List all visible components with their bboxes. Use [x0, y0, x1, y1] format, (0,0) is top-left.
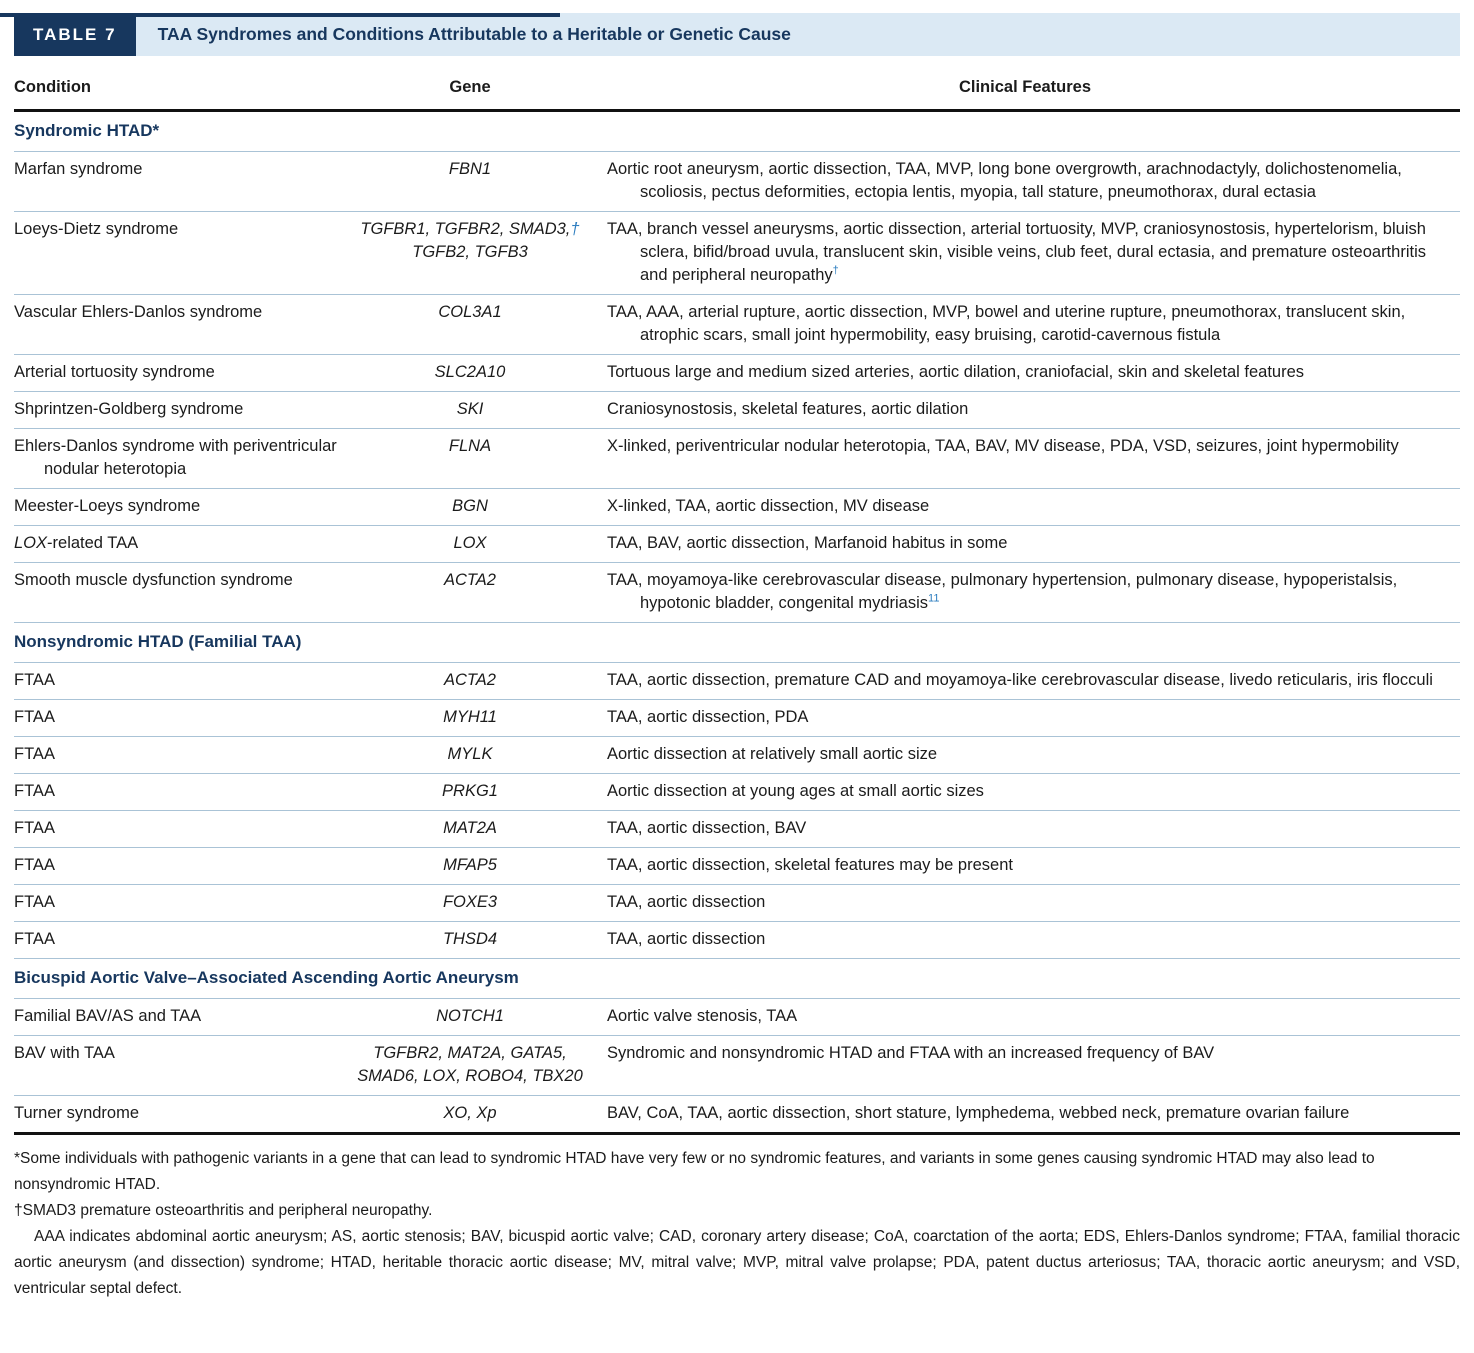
features-cell: TAA, moyamoya-like cerebrovascular disea…	[607, 571, 1398, 612]
features-cell: TAA, branch vessel aneurysms, aortic dis…	[607, 220, 1426, 284]
table-row: FTAA MYH11 TAA, aortic dissection, PDA	[14, 699, 1460, 736]
table-row: Shprintzen-Goldberg syndrome SKI Cranios…	[14, 391, 1460, 428]
condition-cell: Loeys-Dietz syndrome	[14, 220, 179, 238]
condition-cell: FTAA	[14, 893, 55, 911]
table-body: Syndromic HTAD* Marfan syndrome FBN1 Aor…	[14, 112, 1460, 1132]
gene-cell: MAT2A	[443, 819, 497, 837]
features-cell: Aortic dissection at relatively small ao…	[607, 745, 938, 763]
features-cell: TAA, aortic dissection	[607, 930, 766, 948]
condition-cell: Shprintzen-Goldberg syndrome	[14, 400, 244, 418]
table-row: Meester-Loeys syndrome BGN X-linked, TAA…	[14, 488, 1460, 525]
gene-cell: ACTA2	[444, 671, 496, 689]
table-title: TAA Syndromes and Conditions Attributabl…	[135, 13, 1460, 56]
footnote-star: *Some individuals with pathogenic varian…	[14, 1150, 1375, 1193]
footnotes: *Some individuals with pathogenic varian…	[14, 1135, 1460, 1302]
features-cell: TAA, aortic dissection	[607, 893, 766, 911]
features-cell: TAA, aortic dissection, BAV	[607, 819, 807, 837]
table-row: Turner syndrome XO, Xp BAV, CoA, TAA, ao…	[14, 1095, 1460, 1132]
gene-cell: SLC2A10	[434, 363, 506, 381]
condition-cell: FTAA	[14, 819, 55, 837]
condition-cell: Vascular Ehlers-Danlos syndrome	[14, 303, 263, 321]
condition-cell: FTAA	[14, 671, 55, 689]
features-cell: Aortic root aneurysm, aortic dissection,…	[607, 160, 1402, 201]
gene-cell: THSD4	[442, 930, 498, 948]
table-row: FTAA MAT2A TAA, aortic dissection, BAV	[14, 810, 1460, 847]
table-row: Vascular Ehlers-Danlos syndrome COL3A1 T…	[14, 294, 1460, 354]
gene-cell: ACTA2	[444, 571, 496, 589]
condition-cell: LOX-related TAA	[14, 534, 139, 552]
bottom-rule	[14, 1132, 1460, 1135]
condition-cell: Arterial tortuosity syndrome	[14, 363, 215, 381]
features-cell: Syndromic and nonsyndromic HTAD and FTAA…	[607, 1044, 1215, 1062]
condition-cell: FTAA	[14, 856, 55, 874]
condition-cell: FTAA	[14, 708, 55, 726]
gene-cell: TGFBR2, MAT2A, GATA5, SMAD6, LOX, ROBO4,…	[357, 1044, 583, 1085]
condition-cell: Smooth muscle dysfunction syndrome	[14, 571, 293, 589]
column-header-condition: Condition	[14, 78, 91, 96]
table-row: FTAA PRKG1 Aortic dissection at young ag…	[14, 773, 1460, 810]
gene-cell: FBN1	[448, 160, 492, 178]
section-heading: Syndromic HTAD*	[14, 121, 160, 140]
footnote-dagger: †SMAD3 premature osteoarthritis and peri…	[14, 1202, 433, 1219]
table-row: LOX-related TAA LOX TAA, BAV, aortic dis…	[14, 525, 1460, 562]
column-header-row: Condition Gene Clinical Features	[14, 56, 1460, 109]
gene-cell: MFAP5	[443, 856, 497, 874]
gene-cell: NOTCH1	[436, 1007, 504, 1025]
section-heading: Nonsyndromic HTAD (Familial TAA)	[14, 622, 1460, 662]
condition-cell: FTAA	[14, 745, 55, 763]
footnote-abbreviations: AAA indicates abdominal aortic aneurysm;…	[14, 1228, 1460, 1297]
condition-cell: Ehlers-Danlos syndrome with periventricu…	[14, 437, 337, 478]
features-cell: TAA, aortic dissection, skeletal feature…	[607, 856, 1013, 874]
table-row: FTAA ACTA2 TAA, aortic dissection, prema…	[14, 662, 1460, 699]
gene-cell: SKI	[456, 400, 484, 418]
table-row: FTAA MYLK Aortic dissection at relativel…	[14, 736, 1460, 773]
condition-cell: BAV with TAA	[14, 1044, 115, 1062]
features-cell: TAA, AAA, arterial rupture, aortic disse…	[607, 303, 1406, 344]
condition-cell: Marfan syndrome	[14, 160, 143, 178]
table-row: FTAA MFAP5 TAA, aortic dissection, skele…	[14, 847, 1460, 884]
features-cell: TAA, aortic dissection, premature CAD an…	[607, 671, 1433, 689]
gene-cell: MYH11	[443, 708, 497, 726]
table-row: Familial BAV/AS and TAA NOTCH1 Aortic va…	[14, 998, 1460, 1035]
gene-cell: XO, Xp	[443, 1104, 497, 1122]
gene-cell: BGN	[452, 497, 488, 515]
gene-cell: LOX	[453, 534, 487, 552]
section-heading: Bicuspid Aortic Valve–Associated Ascendi…	[14, 958, 1460, 998]
table-title-bar: TABLE 7 TAA Syndromes and Conditions Att…	[14, 13, 1460, 56]
gene-cell: PRKG1	[442, 782, 498, 800]
table-row: FTAA FOXE3 TAA, aortic dissection	[14, 884, 1460, 921]
condition-cell: Familial BAV/AS and TAA	[14, 1007, 202, 1025]
condition-cell: FTAA	[14, 782, 55, 800]
gene-cell: MYLK	[447, 745, 493, 763]
gene-cell: COL3A1	[438, 303, 502, 321]
header-rule	[14, 109, 1460, 112]
features-cell: BAV, CoA, TAA, aortic dissection, short …	[607, 1104, 1350, 1122]
table-row: Arterial tortuosity syndrome SLC2A10 Tor…	[14, 354, 1460, 391]
condition-cell: Meester-Loeys syndrome	[14, 497, 201, 515]
features-cell: Tortuous large and medium sized arteries…	[607, 363, 1305, 381]
gene-cell: FLNA	[448, 437, 492, 455]
table-row: Ehlers-Danlos syndrome with periventricu…	[14, 428, 1460, 488]
table-label: TABLE 7	[14, 13, 136, 56]
table-page: TABLE 7 TAA Syndromes and Conditions Att…	[0, 13, 1474, 1353]
gene-cell: TGFBR1, TGFBR2, SMAD3,† TGFB2, TGFB3	[360, 220, 580, 261]
features-cell: Aortic dissection at young ages at small…	[607, 782, 984, 800]
table-row: Loeys-Dietz syndrome TGFBR1, TGFBR2, SMA…	[14, 211, 1460, 294]
features-cell: TAA, aortic dissection, PDA	[607, 708, 809, 726]
top-rule-divider	[0, 13, 560, 17]
features-cell: Aortic valve stenosis, TAA	[607, 1007, 798, 1025]
condition-cell: Turner syndrome	[14, 1104, 140, 1122]
condition-cell: FTAA	[14, 930, 55, 948]
table-row: BAV with TAA TGFBR2, MAT2A, GATA5, SMAD6…	[14, 1035, 1460, 1095]
column-header-gene: Gene	[449, 78, 491, 96]
table-row: FTAA THSD4 TAA, aortic dissection	[14, 921, 1460, 958]
table-row: Smooth muscle dysfunction syndrome ACTA2…	[14, 562, 1460, 622]
gene-cell: FOXE3	[442, 893, 498, 911]
features-cell: X-linked, TAA, aortic dissection, MV dis…	[607, 497, 930, 515]
features-cell: X-linked, periventricular nodular hetero…	[607, 437, 1399, 455]
table-row: Marfan syndrome FBN1 Aortic root aneurys…	[14, 151, 1460, 211]
features-cell: Craniosynostosis, skeletal features, aor…	[607, 400, 969, 418]
features-cell: TAA, BAV, aortic dissection, Marfanoid h…	[607, 534, 1008, 552]
column-header-clinical-features: Clinical Features	[958, 78, 1092, 96]
